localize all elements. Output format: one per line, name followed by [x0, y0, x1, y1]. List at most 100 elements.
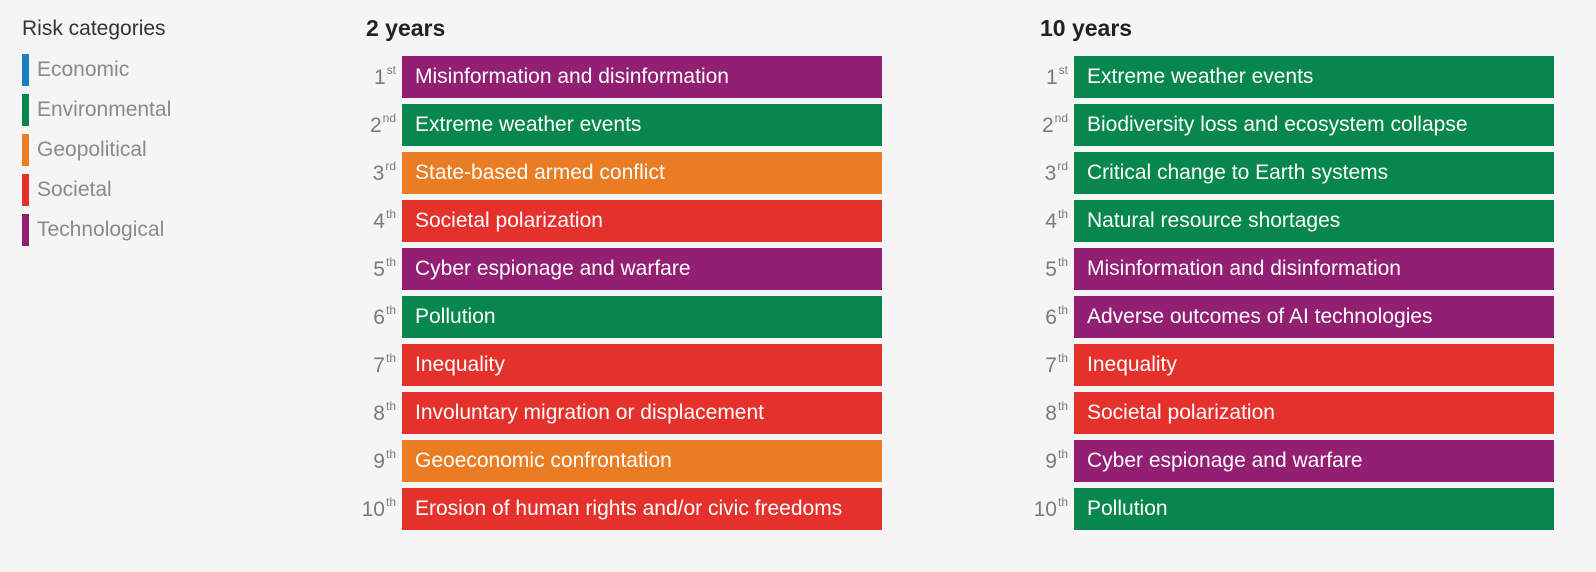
rank-number: 8: [373, 401, 385, 425]
column-10-years: 10 years 1st Extreme weather events 2nd Bio…: [1026, 12, 1554, 536]
risk-bar: Inequality: [402, 344, 882, 386]
rank-suffix: nd: [382, 110, 396, 125]
ranking-row: 2nd Biodiversity loss and ecosystem colla…: [1026, 104, 1554, 146]
rank-number: 9: [373, 449, 385, 473]
ranking-row: 1st Misinformation and disinformation: [354, 56, 882, 98]
column-title-2-years: 2 years: [366, 15, 446, 41]
rank-number: 10: [1033, 497, 1057, 521]
rank-suffix: th: [1057, 446, 1068, 461]
risk-bar: Extreme weather events: [1074, 56, 1554, 98]
rank-number: 5: [373, 257, 385, 281]
rank-suffix: th: [385, 302, 396, 317]
rank-label: 1st: [354, 62, 402, 90]
rank-number: 4: [1045, 209, 1057, 233]
rank-number: 9: [1045, 449, 1057, 473]
rank-number: 10: [361, 497, 385, 521]
risk-bar: Biodiversity loss and ecosystem collapse: [1074, 104, 1554, 146]
rank-number: 5: [1045, 257, 1057, 281]
rank-label: 2nd: [1026, 110, 1074, 138]
risk-bar: Inequality: [1074, 344, 1554, 386]
ranking-row: 9th Cyber espionage and warfare: [1026, 440, 1554, 482]
risk-bar: Misinformation and disinformation: [402, 56, 882, 98]
risk-bar: State-based armed conflict: [402, 152, 882, 194]
ranking-row: 10th Pollution: [1026, 488, 1554, 530]
legend: Risk categories Economic Environmental Geo…: [22, 16, 171, 254]
risk-bar: Cyber espionage and warfare: [402, 248, 882, 290]
rank-label: 3rd: [354, 158, 402, 186]
rank-suffix: rd: [1057, 158, 1068, 173]
ranking-row: 3rd Critical change to Earth systems: [1026, 152, 1554, 194]
rank-number: 7: [1045, 353, 1057, 377]
legend-swatch-geopolitical: [22, 134, 29, 166]
rank-suffix: th: [1057, 398, 1068, 413]
ranking-row: 1st Extreme weather events: [1026, 56, 1554, 98]
rank-label: 4th: [354, 206, 402, 234]
legend-item-societal: Societal: [22, 174, 171, 206]
rank-suffix: th: [1057, 206, 1068, 221]
ranking-row: 9th Geoeconomic confrontation: [354, 440, 882, 482]
rank-suffix: th: [1057, 350, 1068, 365]
risk-bar: Societal polarization: [1074, 392, 1554, 434]
legend-item-environmental: Environmental: [22, 94, 171, 126]
ranking-row: 6th Pollution: [354, 296, 882, 338]
rank-number: 4: [373, 209, 385, 233]
rank-number: 1: [1045, 65, 1058, 89]
legend-label: Economic: [37, 58, 130, 81]
rank-suffix: nd: [1054, 110, 1068, 125]
legend-item-technological: Technological: [22, 214, 171, 246]
risk-bar: Natural resource shortages: [1074, 200, 1554, 242]
rank-number: 1: [373, 65, 386, 89]
rank-label: 9th: [354, 446, 402, 474]
legend-item-economic: Economic: [22, 54, 171, 86]
rank-suffix: st: [386, 62, 396, 77]
rank-label: 3rd: [1026, 158, 1074, 186]
rank-label: 5th: [1026, 254, 1074, 282]
ranking-row: 5th Misinformation and disinformation: [1026, 248, 1554, 290]
risk-bar: Adverse outcomes of AI technologies: [1074, 296, 1554, 338]
legend-label: Geopolitical: [37, 138, 147, 161]
rank-label: 7th: [1026, 350, 1074, 378]
ranking-row: 6th Adverse outcomes of AI technologies: [1026, 296, 1554, 338]
rank-suffix: th: [385, 206, 396, 221]
legend-label: Societal: [37, 178, 112, 201]
rank-number: 3: [372, 161, 385, 185]
rank-suffix: rd: [385, 158, 396, 173]
rank-number: 2: [369, 113, 382, 137]
rank-suffix: th: [1057, 254, 1068, 269]
rank-number: 3: [1044, 161, 1057, 185]
ranking-list-2-years: 1st Misinformation and disinformation 2nd E…: [354, 56, 882, 530]
rank-suffix: th: [385, 446, 396, 461]
ranking-row: 4th Societal polarization: [354, 200, 882, 242]
risk-bar: Critical change to Earth systems: [1074, 152, 1554, 194]
rank-label: 6th: [1026, 302, 1074, 330]
rank-label: 1st: [1026, 62, 1074, 90]
rank-label: 10th: [354, 495, 402, 522]
ranking-row: 8th Societal polarization: [1026, 392, 1554, 434]
rank-suffix: st: [1058, 62, 1068, 77]
rank-suffix: th: [385, 254, 396, 269]
rank-suffix: th: [1057, 302, 1068, 317]
ranking-row: 8th Involuntary migration or displacement: [354, 392, 882, 434]
risk-bar: Geoeconomic confrontation: [402, 440, 882, 482]
ranking-list-10-years: 1st Extreme weather events 2nd Biodiversity…: [1026, 56, 1554, 530]
legend-title: Risk categories: [22, 17, 166, 40]
legend-label: Environmental: [37, 98, 172, 121]
rank-suffix: th: [1057, 494, 1068, 509]
rank-number: 6: [1045, 305, 1057, 329]
ranking-row: 2nd Extreme weather events: [354, 104, 882, 146]
rank-number: 8: [1045, 401, 1057, 425]
rank-number: 7: [373, 353, 385, 377]
rank-label: 5th: [354, 254, 402, 282]
risk-bar: Erosion of human rights and/or civic fre…: [402, 488, 882, 530]
ranking-row: 7th Inequality: [1026, 344, 1554, 386]
risk-bar: Pollution: [402, 296, 882, 338]
rank-label: 7th: [354, 351, 402, 378]
ranking-row: 10th Erosion of human rights and/or civic…: [354, 488, 882, 530]
column-title-10-years: 10 years: [1040, 15, 1133, 41]
ranking-row: 5th Cyber espionage and warfare: [354, 248, 882, 290]
risk-bar: Misinformation and disinformation: [1074, 248, 1554, 290]
ranking-row: 3rd State-based armed conflict: [354, 152, 882, 194]
risk-bar: Pollution: [1074, 488, 1554, 530]
rank-label: 6th: [354, 302, 402, 330]
